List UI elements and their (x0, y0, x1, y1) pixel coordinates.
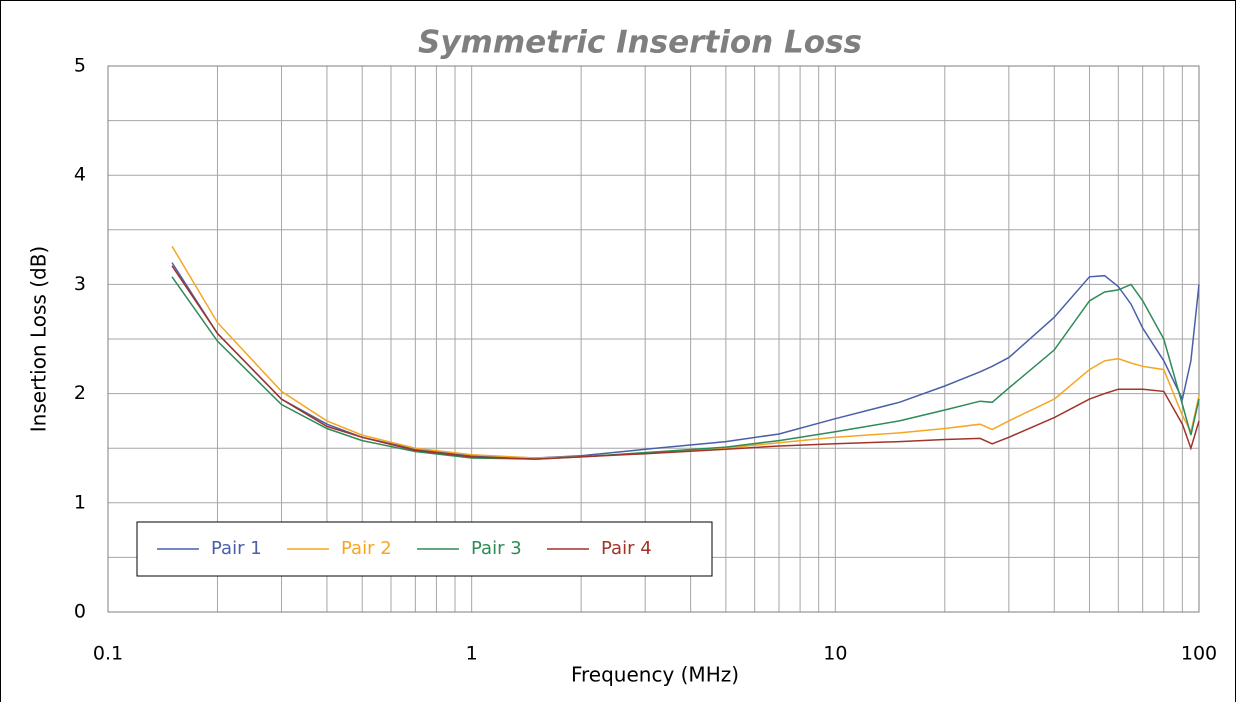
y-tick-label: 4 (74, 164, 86, 186)
y-tick-label: 5 (74, 55, 86, 77)
x-tick-label: 100 (1181, 643, 1217, 665)
legend-label: Pair 2 (341, 538, 392, 559)
plot-area (107, 65, 1200, 613)
x-tick-label: 0.1 (93, 643, 123, 665)
series-line (171, 265, 1200, 460)
legend-label: Pair 1 (211, 538, 262, 559)
y-tick-label: 3 (74, 273, 86, 295)
series-line (171, 276, 1200, 460)
legend-label: Pair 3 (471, 538, 522, 559)
y-axis-label: Insertion Loss (dB) (27, 246, 51, 432)
y-tick-label: 2 (74, 382, 86, 404)
y-tick-label: 1 (74, 491, 86, 513)
y-tick-label: 0 (74, 601, 86, 623)
x-axis-label: Frequency (MHz) (571, 663, 739, 687)
legend-label: Pair 4 (601, 538, 652, 559)
series-line (171, 245, 1200, 459)
chart-title: Symmetric Insertion Loss (418, 25, 862, 61)
x-tick-label: 10 (823, 643, 847, 665)
x-tick-label: 1 (466, 643, 478, 665)
